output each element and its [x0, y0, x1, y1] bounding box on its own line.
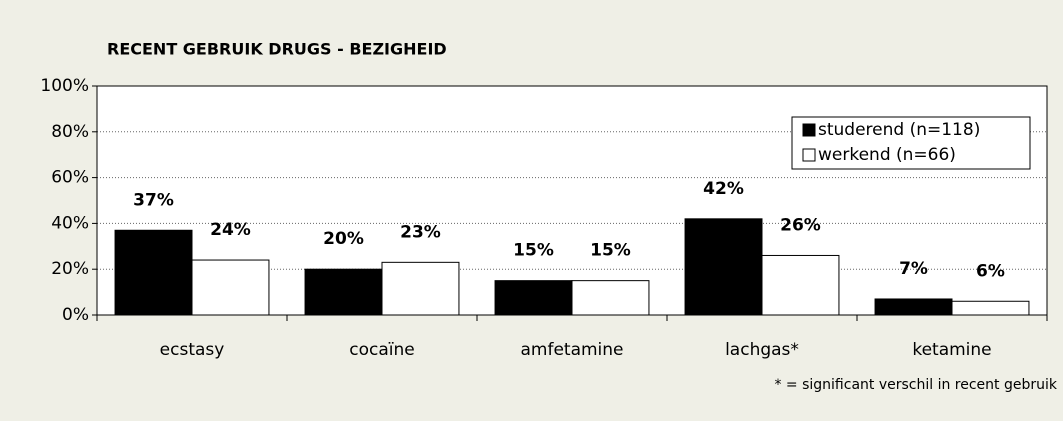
legend-box: [791, 116, 1031, 170]
data-label: 20%: [323, 229, 364, 249]
bar: [114, 229, 193, 316]
y-tick-label: 40%: [51, 213, 89, 233]
x-tick-label: amfetamine: [520, 340, 623, 360]
bar: [951, 300, 1030, 316]
data-label: 42%: [703, 179, 744, 199]
x-tick-label: ketamine: [912, 340, 991, 360]
x-tick-label: lachgas*: [725, 340, 799, 360]
legend-swatch: [802, 148, 816, 162]
legend-label: studerend (n=118): [818, 120, 980, 140]
bar: [191, 259, 270, 316]
x-tick-label: ecstasy: [160, 340, 225, 360]
bar: [304, 268, 383, 316]
y-tick-label: 100%: [40, 76, 89, 96]
data-label: 37%: [133, 190, 174, 210]
x-tick-label: cocaïne: [349, 340, 414, 360]
data-label: 6%: [976, 261, 1005, 281]
legend-label: werkend (n=66): [818, 145, 956, 165]
plot-border: [96, 85, 1048, 316]
chart-title: RECENT GEBRUIK DRUGS - BEZIGHEID: [107, 40, 447, 59]
annotation: * = significant verschil in recent gebru…: [774, 377, 1057, 393]
bar: [761, 254, 840, 316]
y-tick-label: 20%: [51, 259, 89, 279]
y-tick-label: 60%: [51, 168, 89, 188]
data-label: 24%: [210, 220, 251, 240]
data-label: 26%: [780, 215, 821, 235]
data-label: 15%: [590, 241, 631, 261]
y-tick-label: 0%: [62, 305, 89, 325]
y-tick-label: 80%: [51, 122, 89, 142]
bar: [874, 298, 953, 316]
data-label: 23%: [400, 222, 441, 242]
data-label: 7%: [899, 259, 928, 279]
bar: [381, 261, 460, 316]
bar: [571, 280, 650, 316]
bar: [494, 280, 573, 316]
bar: [684, 218, 763, 316]
legend-swatch: [802, 123, 816, 137]
data-label: 15%: [513, 241, 554, 261]
